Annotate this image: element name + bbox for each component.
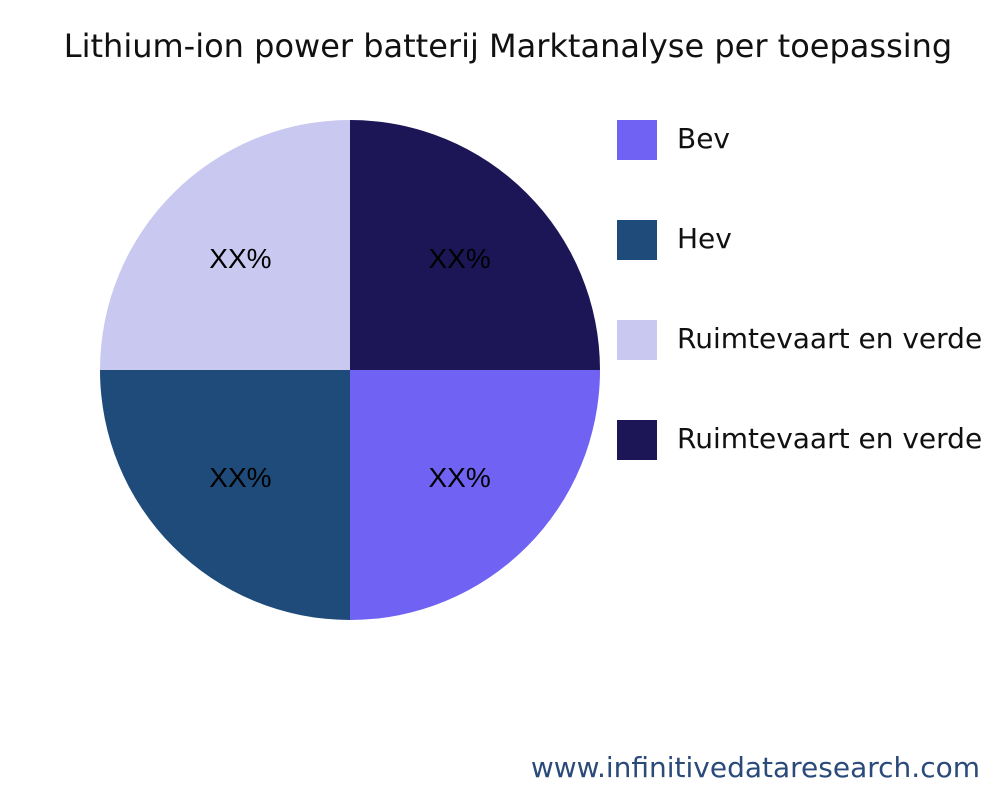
legend-swatch bbox=[617, 320, 657, 360]
source-link: www.infinitivedataresearch.com bbox=[531, 751, 980, 784]
chart-title: Lithium-ion power batterij Marktanalyse … bbox=[64, 27, 952, 65]
legend-label: Hev bbox=[677, 222, 732, 255]
pie-slice bbox=[350, 120, 600, 370]
legend-label: Ruimtevaart en verde bbox=[677, 422, 982, 455]
slice-label: XX% bbox=[209, 462, 271, 493]
legend-label: Ruimtevaart en verde bbox=[677, 322, 982, 355]
legend-swatch bbox=[617, 220, 657, 260]
legend-swatch bbox=[617, 120, 657, 160]
pie-slice bbox=[350, 370, 600, 620]
legend-label: Bev bbox=[677, 122, 730, 155]
legend-swatch bbox=[617, 420, 657, 460]
pie-slice bbox=[100, 120, 350, 370]
slice-label: XX% bbox=[428, 243, 490, 274]
slice-label: XX% bbox=[209, 243, 271, 274]
slice-label: XX% bbox=[428, 462, 490, 493]
pie-slice bbox=[100, 370, 350, 620]
